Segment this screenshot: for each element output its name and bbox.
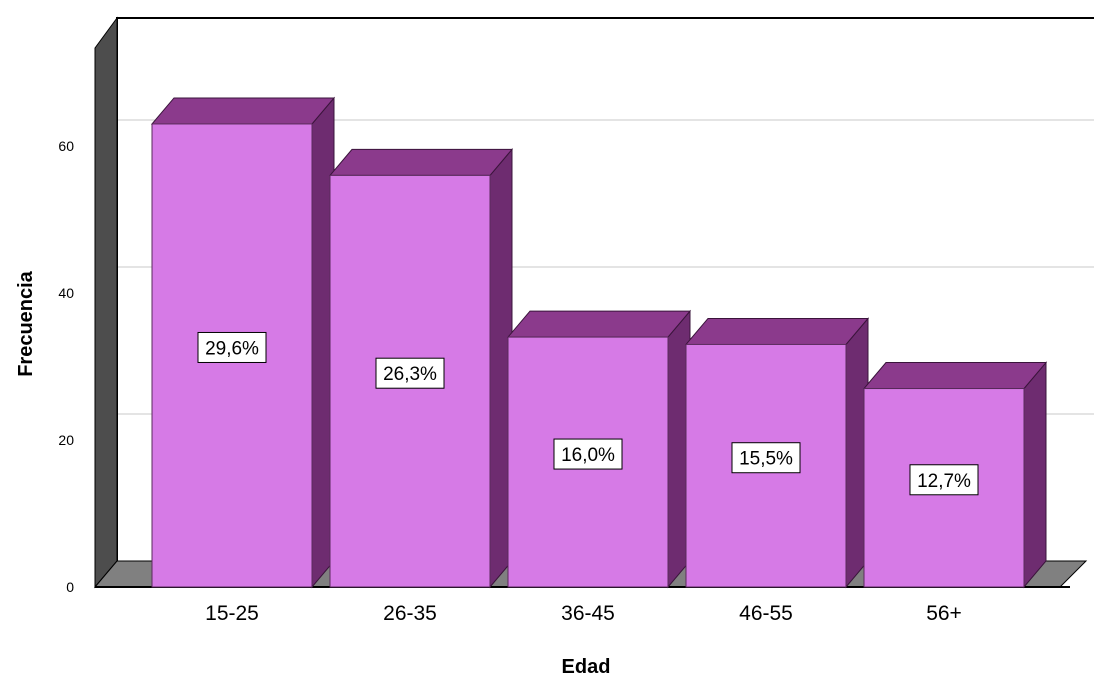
- x-category-label: 56+: [926, 602, 962, 625]
- y-tick-labels: 0 20 40 60: [58, 138, 74, 595]
- left-side-wall: [94, 16, 118, 589]
- bar-top-face: [328, 148, 514, 176]
- bar-top-face: [862, 362, 1048, 390]
- data-label-box: [375, 357, 445, 389]
- y-tick-label: 20: [58, 432, 74, 448]
- y-tick-label: 40: [58, 285, 74, 301]
- data-label: 26,3%: [383, 364, 437, 385]
- y-axis-title: Frecuencia: [15, 270, 37, 376]
- y-tick-label: 60: [58, 138, 74, 154]
- data-label: 16,0%: [561, 445, 615, 466]
- bars: [150, 96, 1048, 589]
- data-labels: 29,6% 26,3% 16,0% 15,5% 12,7%: [197, 331, 979, 496]
- bar-side-face: [1023, 361, 1047, 589]
- x-category-labels: 15-25 26-35 36-45 46-55 56+: [205, 602, 962, 625]
- x-category-label: 26-35: [383, 602, 437, 625]
- data-label-box: [553, 438, 623, 470]
- data-label: 15,5%: [739, 449, 793, 470]
- x-category-label: 15-25: [205, 602, 259, 625]
- data-label-box: [197, 331, 267, 363]
- x-category-label: 36-45: [561, 602, 615, 625]
- data-label: 29,6%: [205, 338, 259, 359]
- y-tick-label: 0: [66, 579, 74, 595]
- bar-top-face: [684, 317, 870, 345]
- x-axis-title: Edad: [562, 656, 611, 678]
- bar-top-face: [506, 310, 692, 338]
- data-label-box: [909, 464, 979, 496]
- data-label-box: [731, 442, 801, 474]
- bar-top-face: [150, 97, 336, 125]
- data-label: 12,7%: [917, 471, 971, 492]
- x-category-label: 46-55: [739, 602, 793, 625]
